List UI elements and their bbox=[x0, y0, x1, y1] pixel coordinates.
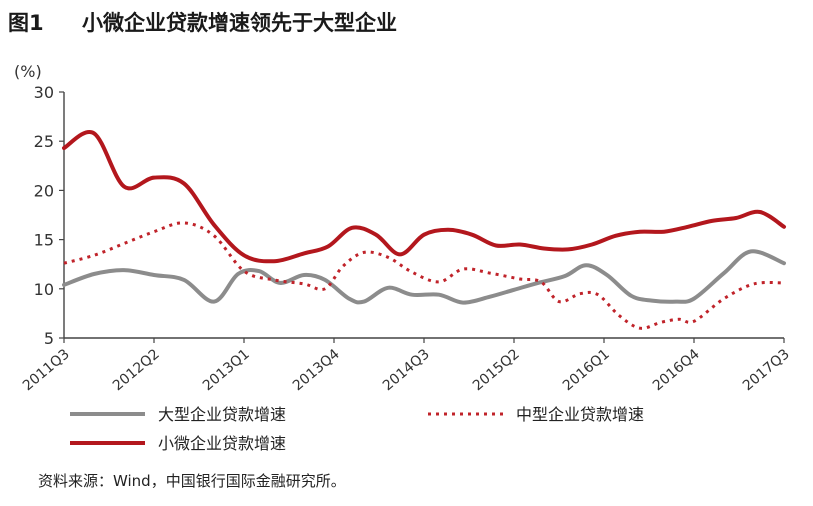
y-tick-label: 15 bbox=[34, 231, 54, 250]
x-tick-label: 2015Q2 bbox=[470, 346, 523, 394]
figure-title: 小微企业贷款增速领先于大型企业 bbox=[82, 11, 397, 35]
y-axis-ticks: 5 10 15 20 25 30 bbox=[34, 83, 64, 348]
legend-label-large: 大型企业贷款增速 bbox=[158, 405, 286, 424]
y-tick-label: 25 bbox=[34, 132, 54, 151]
y-tick-label: 30 bbox=[34, 83, 54, 102]
legend-label-medium: 中型企业贷款增速 bbox=[516, 405, 644, 424]
series-layer bbox=[62, 130, 786, 330]
figure-number: 图1 bbox=[8, 11, 44, 35]
x-tick-label: 2013Q1 bbox=[200, 346, 253, 394]
x-tick-label: 2013Q4 bbox=[290, 346, 343, 394]
y-tick-label: 5 bbox=[44, 329, 54, 348]
y-tick-label: 20 bbox=[34, 181, 54, 200]
x-tick-label: 2016Q1 bbox=[560, 346, 613, 394]
y-axis-unit-label: (%) bbox=[14, 62, 42, 81]
legend: 大型企业贷款增速 中型企业贷款增速 小微企业贷款增速 bbox=[70, 405, 644, 453]
x-axis-ticks: 2011Q3 2012Q2 2013Q1 2013Q4 2014Q3 2015Q2 2016… bbox=[20, 338, 793, 394]
series-line-medium bbox=[63, 221, 785, 330]
y-tick-label: 10 bbox=[34, 280, 54, 299]
series-line-large bbox=[62, 249, 786, 305]
x-tick-label: 2014Q3 bbox=[380, 346, 433, 394]
x-tick-label: 2017Q3 bbox=[740, 346, 793, 394]
source-note: 资料来源：Wind，中国银行国际金融研究所。 bbox=[38, 472, 346, 490]
x-tick-label: 2011Q3 bbox=[20, 346, 73, 394]
series-line-small bbox=[62, 130, 786, 264]
x-tick-label: 2012Q2 bbox=[110, 346, 163, 394]
x-tick-label: 2016Q4 bbox=[650, 346, 703, 394]
legend-label-small: 小微企业贷款增速 bbox=[158, 434, 286, 453]
